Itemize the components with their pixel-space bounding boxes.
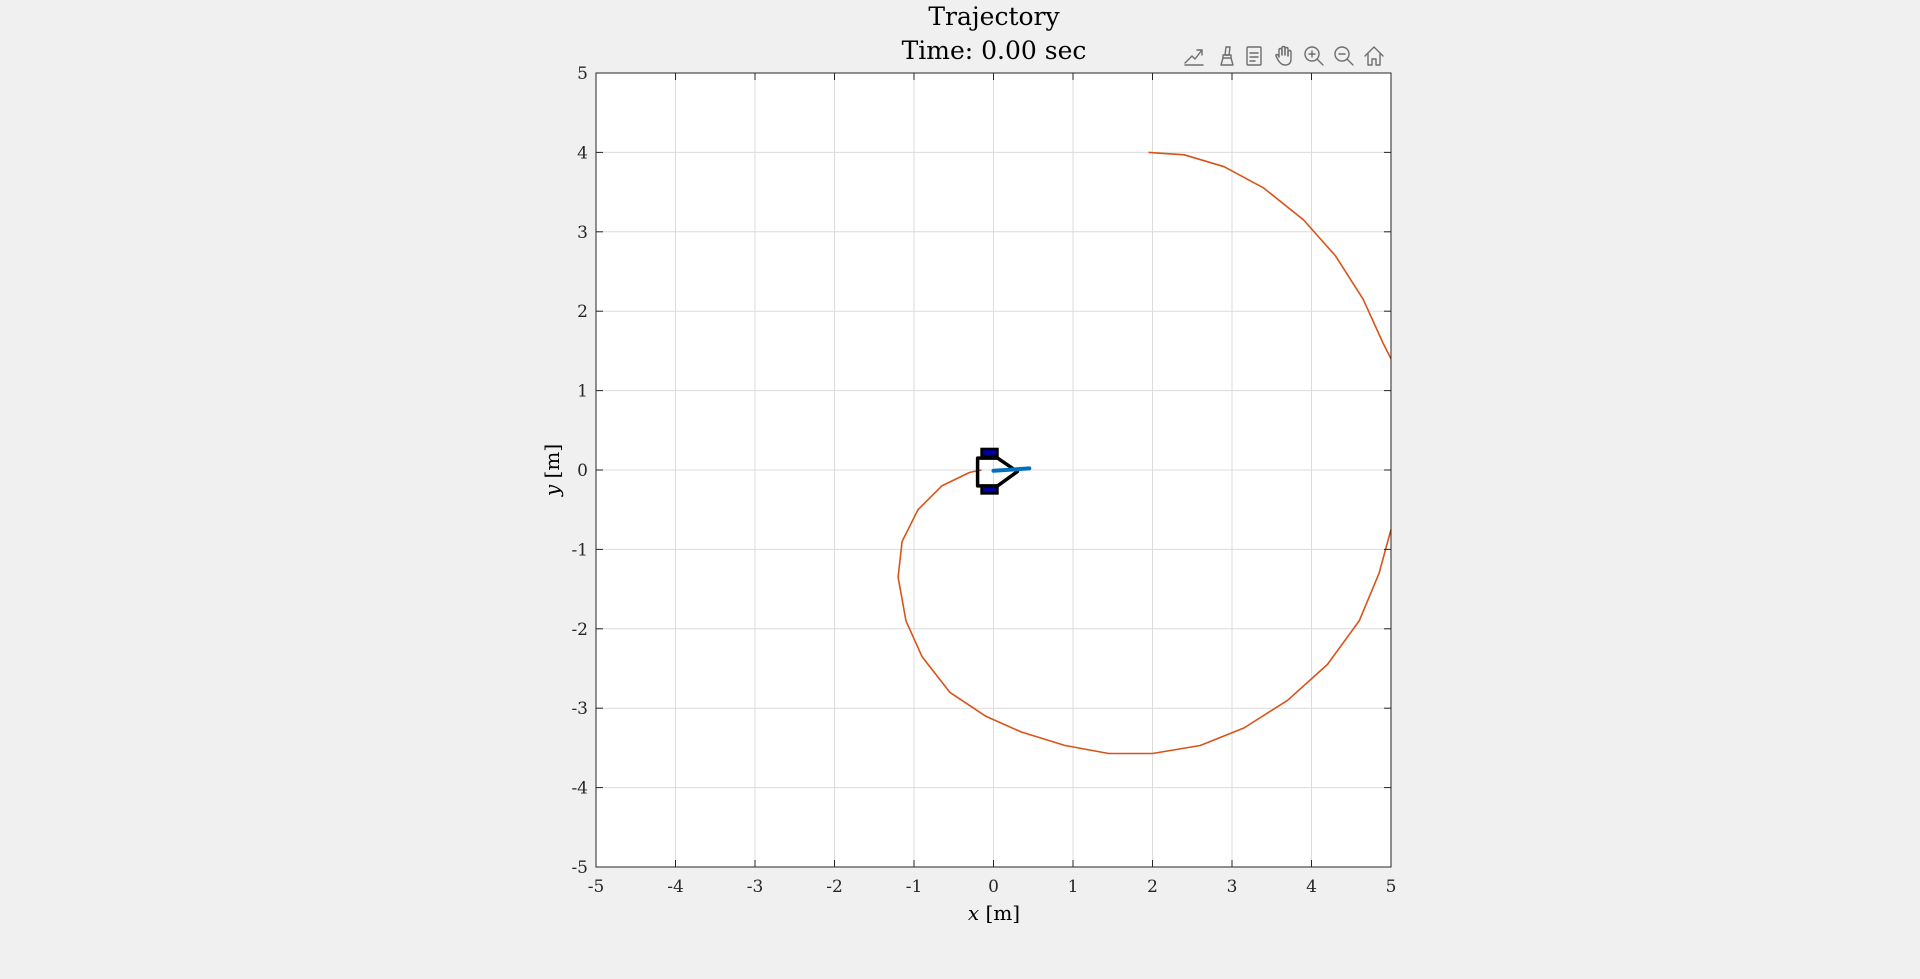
- y-tick-label: -2: [571, 620, 588, 640]
- zoom-in-icon: [1304, 46, 1324, 66]
- x-tick-label: 5: [1386, 877, 1397, 897]
- x-axis-unit: [m]: [986, 901, 1021, 925]
- x-tick-label: -5: [588, 877, 605, 897]
- x-tick-label: -1: [906, 877, 923, 897]
- x-axis-var: x: [968, 901, 979, 925]
- zoom-out-icon: [1334, 46, 1354, 66]
- zoom-out-button[interactable]: [1330, 42, 1358, 70]
- chart-subtitle: Time: 0.00 sec: [902, 36, 1087, 65]
- x-tick-label: 3: [1227, 877, 1238, 897]
- y-tick-label: 4: [577, 143, 588, 163]
- trajectory-line-0: [1148, 151, 1392, 360]
- robot-heading-line: [991, 466, 1032, 473]
- y-tick-label: 3: [577, 223, 588, 243]
- pan-hand-icon: [1275, 45, 1292, 66]
- x-tick-label: -2: [826, 877, 843, 897]
- pan-button[interactable]: [1270, 42, 1298, 70]
- y-tick-label: -1: [571, 540, 588, 560]
- robot-wheel-0: [980, 447, 999, 458]
- x-tick-label: -4: [667, 877, 684, 897]
- y-axis-var: y: [540, 484, 564, 497]
- x-axis-label: x [m]: [968, 901, 1020, 925]
- x-tick-label: 2: [1147, 877, 1158, 897]
- y-axis-unit: [m]: [540, 444, 564, 479]
- y-tick-label: -5: [571, 858, 588, 878]
- home-button[interactable]: [1360, 42, 1388, 70]
- robot-body: [975, 456, 1020, 488]
- export-button[interactable]: [1180, 42, 1208, 70]
- y-tick-label: -4: [571, 779, 588, 799]
- export-icon: [1184, 49, 1204, 66]
- brush-icon: [1220, 46, 1234, 66]
- datatip-icon: [1246, 46, 1262, 66]
- x-tick-label: -3: [747, 877, 764, 897]
- trajectory-line-1: [897, 469, 1392, 755]
- home-icon: [1364, 46, 1384, 66]
- y-tick-label: -3: [571, 699, 588, 719]
- x-tick-label: 1: [1068, 877, 1079, 897]
- y-tick-label: 0: [577, 461, 588, 481]
- chart-title: Trajectory: [928, 2, 1060, 31]
- y-tick-label: 5: [577, 64, 588, 84]
- y-tick-label: 2: [577, 302, 588, 322]
- y-tick-label: 1: [577, 382, 588, 402]
- brush-button[interactable]: [1210, 42, 1238, 70]
- zoom-in-button[interactable]: [1300, 42, 1328, 70]
- axes-toolbar: [1180, 42, 1388, 70]
- datatip-button[interactable]: [1240, 42, 1268, 70]
- y-axis-label: y [m]: [540, 444, 564, 497]
- x-tick-label: 0: [988, 877, 999, 897]
- x-tick-label: 4: [1306, 877, 1317, 897]
